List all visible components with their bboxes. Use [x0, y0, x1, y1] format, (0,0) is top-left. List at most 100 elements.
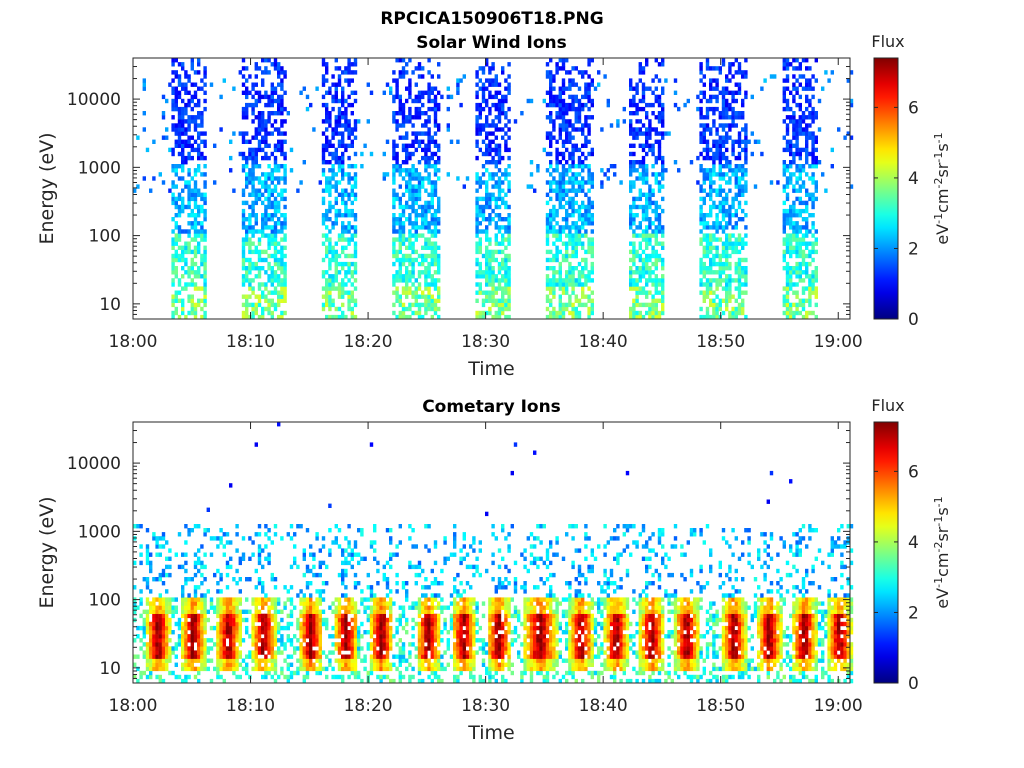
- heatmap-cell: [568, 282, 572, 287]
- heatmap-cell: [395, 278, 399, 283]
- heatmap-cell: [337, 213, 342, 218]
- heatmap-cell: [193, 90, 198, 95]
- heatmap-cell: [331, 221, 335, 226]
- heatmap-cell: [801, 233, 806, 238]
- heatmap-cell: [177, 164, 182, 169]
- heatmap-cell: [702, 155, 706, 161]
- heatmap-cell: [161, 613, 166, 619]
- heatmap-cell: [785, 66, 790, 71]
- heatmap-cell: [283, 237, 287, 242]
- heatmap-cell: [705, 245, 710, 250]
- heatmap-cell: [341, 233, 345, 238]
- heatmap-cell: [174, 221, 178, 226]
- heatmap-cell: [555, 115, 559, 120]
- heatmap-cell: [177, 233, 182, 238]
- heatmap-cell: [174, 204, 178, 210]
- heatmap-cell: [187, 601, 191, 606]
- heatmap-cell: [357, 119, 361, 124]
- heatmap-cell: [789, 160, 793, 165]
- heatmap-cell: [737, 176, 742, 181]
- heatmap-cell: [555, 180, 559, 185]
- heatmap-cell: [475, 127, 479, 132]
- heatmap-cell: [142, 78, 146, 83]
- heatmap-cell: [152, 605, 156, 610]
- heatmap-cell: [635, 302, 639, 308]
- heatmap-cell: [494, 74, 498, 79]
- heatmap-cell: [270, 188, 274, 193]
- heatmap-cell: [641, 274, 646, 279]
- heatmap-cell: [635, 253, 639, 259]
- heatmap-cell: [245, 200, 249, 206]
- heatmap-cell: [181, 654, 185, 659]
- heatmap-cell: [197, 111, 201, 116]
- heatmap-cell: [808, 135, 812, 140]
- heatmap-cell: [494, 143, 498, 148]
- heatmap-cell: [405, 266, 409, 271]
- heatmap-cell: [657, 119, 662, 124]
- heatmap-cell: [744, 274, 748, 279]
- heatmap-cell: [709, 66, 713, 71]
- heatmap-cell: [449, 139, 454, 144]
- heatmap-cell: [427, 147, 431, 153]
- heatmap-cell: [264, 155, 268, 161]
- heatmap-cell: [171, 86, 175, 91]
- heatmap-cell: [811, 151, 815, 157]
- heatmap-cell: [808, 115, 812, 120]
- heatmap-cell: [501, 286, 505, 291]
- heatmap-cell: [241, 66, 246, 71]
- plot-area-frame: [132, 57, 851, 320]
- heatmap-cell: [811, 245, 815, 250]
- heatmap-cell: [145, 597, 150, 602]
- heatmap-cell: [257, 241, 262, 246]
- heatmap-cell: [321, 155, 326, 161]
- heatmap-cell: [158, 674, 162, 680]
- heatmap-cell: [798, 302, 802, 308]
- heatmap-cell: [549, 266, 553, 271]
- heatmap-cell: [203, 286, 207, 291]
- heatmap-cell: [504, 217, 508, 222]
- heatmap-cell: [702, 188, 706, 193]
- heatmap-cell: [392, 98, 396, 104]
- heatmap-cell: [705, 241, 710, 246]
- heatmap-cell: [801, 184, 806, 189]
- heatmap-cell: [190, 310, 194, 316]
- heatmap-cell: [398, 274, 402, 279]
- heatmap-cell: [216, 544, 220, 549]
- heatmap-cell: [507, 188, 511, 193]
- heatmap-cell: [341, 314, 345, 320]
- heatmap-cell: [728, 278, 732, 283]
- heatmap-cell: [632, 282, 636, 287]
- heatmap-cell: [737, 164, 742, 169]
- heatmap-cell: [638, 192, 642, 197]
- heatmap-cell: [171, 192, 175, 197]
- heatmap-cell: [782, 229, 786, 234]
- heatmap-cell: [433, 164, 438, 169]
- heatmap-cell: [555, 233, 559, 238]
- heatmap-cell: [325, 213, 329, 218]
- heatmap-cell: [331, 135, 335, 140]
- heatmap-cell: [190, 609, 194, 614]
- heatmap-cell: [485, 229, 489, 234]
- heatmap-cell: [725, 102, 729, 108]
- heatmap-cell: [494, 94, 498, 100]
- heatmap-cell: [817, 127, 822, 132]
- heatmap-cell: [488, 200, 492, 206]
- heatmap-cell: [197, 621, 201, 627]
- heatmap-cell: [651, 208, 655, 214]
- heatmap-cell: [433, 302, 438, 308]
- heatmap-cell: [545, 90, 550, 95]
- heatmap-cell: [798, 102, 802, 108]
- heatmap-cell: [549, 302, 553, 308]
- heatmap-cell: [709, 241, 713, 246]
- heatmap-cell: [184, 634, 188, 639]
- heatmap-cell: [814, 155, 818, 161]
- heatmap-cell: [661, 225, 665, 230]
- heatmap-cell: [654, 261, 658, 267]
- heatmap-cell: [254, 306, 258, 312]
- heatmap-cell: [638, 286, 642, 291]
- heatmap-cell: [555, 184, 559, 189]
- heatmap-cell: [353, 172, 358, 177]
- heatmap-cell: [421, 290, 425, 295]
- heatmap-cell: [558, 180, 562, 185]
